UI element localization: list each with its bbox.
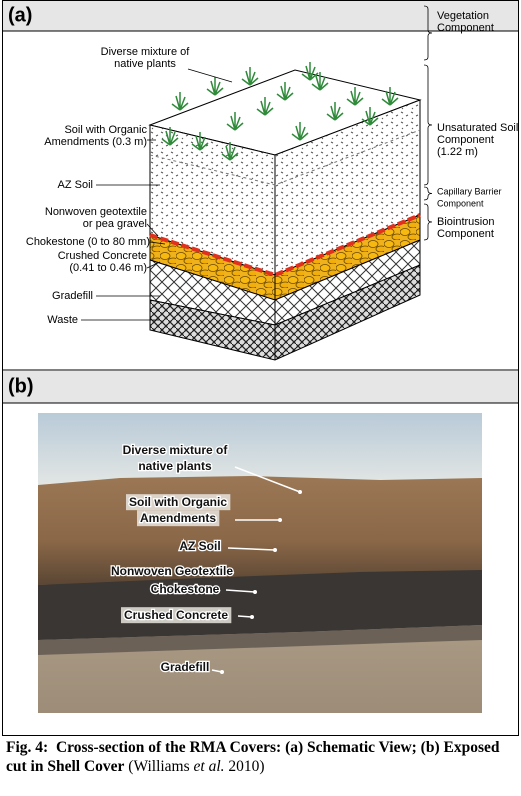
photo-label: Amendments	[140, 511, 216, 525]
schematic-label: Gradefill	[52, 290, 93, 302]
arrow-head	[278, 518, 282, 522]
schematic-label: Crushed Concrete	[58, 250, 147, 262]
component-label: Unsaturated Soil	[437, 122, 518, 134]
panel-label: (a)	[8, 4, 32, 26]
bracket	[424, 65, 432, 185]
schematic-label: Amendments (0.3 m)	[44, 136, 147, 148]
schematic	[150, 62, 420, 360]
schematic-label: AZ Soil	[58, 179, 93, 191]
plant	[242, 67, 258, 85]
citation: (Williams	[128, 758, 189, 775]
schematic-label: Chokestone (0 to 80 mm)	[26, 236, 150, 248]
header-b	[3, 371, 518, 403]
arrow-head	[253, 590, 257, 594]
arrow-head	[273, 548, 277, 552]
arrow-head	[250, 615, 254, 619]
photo-label: Crushed Concrete	[124, 608, 228, 622]
schematic-label: Soil with Organic	[64, 124, 147, 136]
component-label: Capillary Barrier	[437, 186, 502, 196]
photo-sky	[38, 413, 482, 485]
photo-label: Diverse mixture of	[123, 443, 229, 457]
photo	[38, 413, 482, 713]
component-label: Component	[437, 198, 484, 208]
schematic-label: native plants	[114, 58, 176, 70]
component-label: Component	[437, 134, 494, 146]
photo-label: AZ Soil	[179, 539, 220, 553]
plant	[172, 92, 188, 110]
schematic-label: Waste	[47, 314, 78, 326]
caption-fig: Fig. 4:	[6, 739, 48, 756]
bracket	[424, 204, 432, 240]
photo-label: Chokestone	[151, 582, 220, 596]
page: (a) (b) Diverse mixture ofnative plantsS…	[0, 0, 521, 796]
photo-label: Gradefill	[161, 660, 210, 674]
schematic-label: Diverse mixture of	[101, 46, 191, 58]
caption: Fig. 4: Cross-section of the RMA Covers:…	[6, 738, 518, 776]
photo-soil	[38, 476, 482, 585]
schematic-label: or pea gravel	[83, 218, 147, 230]
bracket	[424, 187, 432, 200]
schematic-label: (0.41 to 0.46 m)	[69, 262, 147, 274]
component-label: Component	[437, 22, 494, 34]
component-label: Component	[437, 228, 494, 240]
photo-label: Soil with Organic	[129, 495, 227, 509]
citation-etal: et al.	[194, 758, 225, 775]
plant	[207, 77, 223, 95]
component-label: (1.22 m)	[437, 146, 478, 158]
arrow-line	[238, 616, 252, 617]
component-label: Biointrusion	[437, 216, 494, 228]
photo-label: Nonwoven Geotextile	[111, 564, 233, 578]
arrow-head	[220, 670, 224, 674]
photo-label: native plants	[138, 459, 212, 473]
schematic-label: Nonwoven geotextile	[45, 206, 147, 218]
citation: 2010)	[228, 758, 264, 775]
arrow-head	[298, 490, 302, 494]
leader-line	[188, 69, 232, 82]
component-label: Vegetation	[437, 10, 489, 22]
panel-label: (b)	[8, 375, 34, 397]
